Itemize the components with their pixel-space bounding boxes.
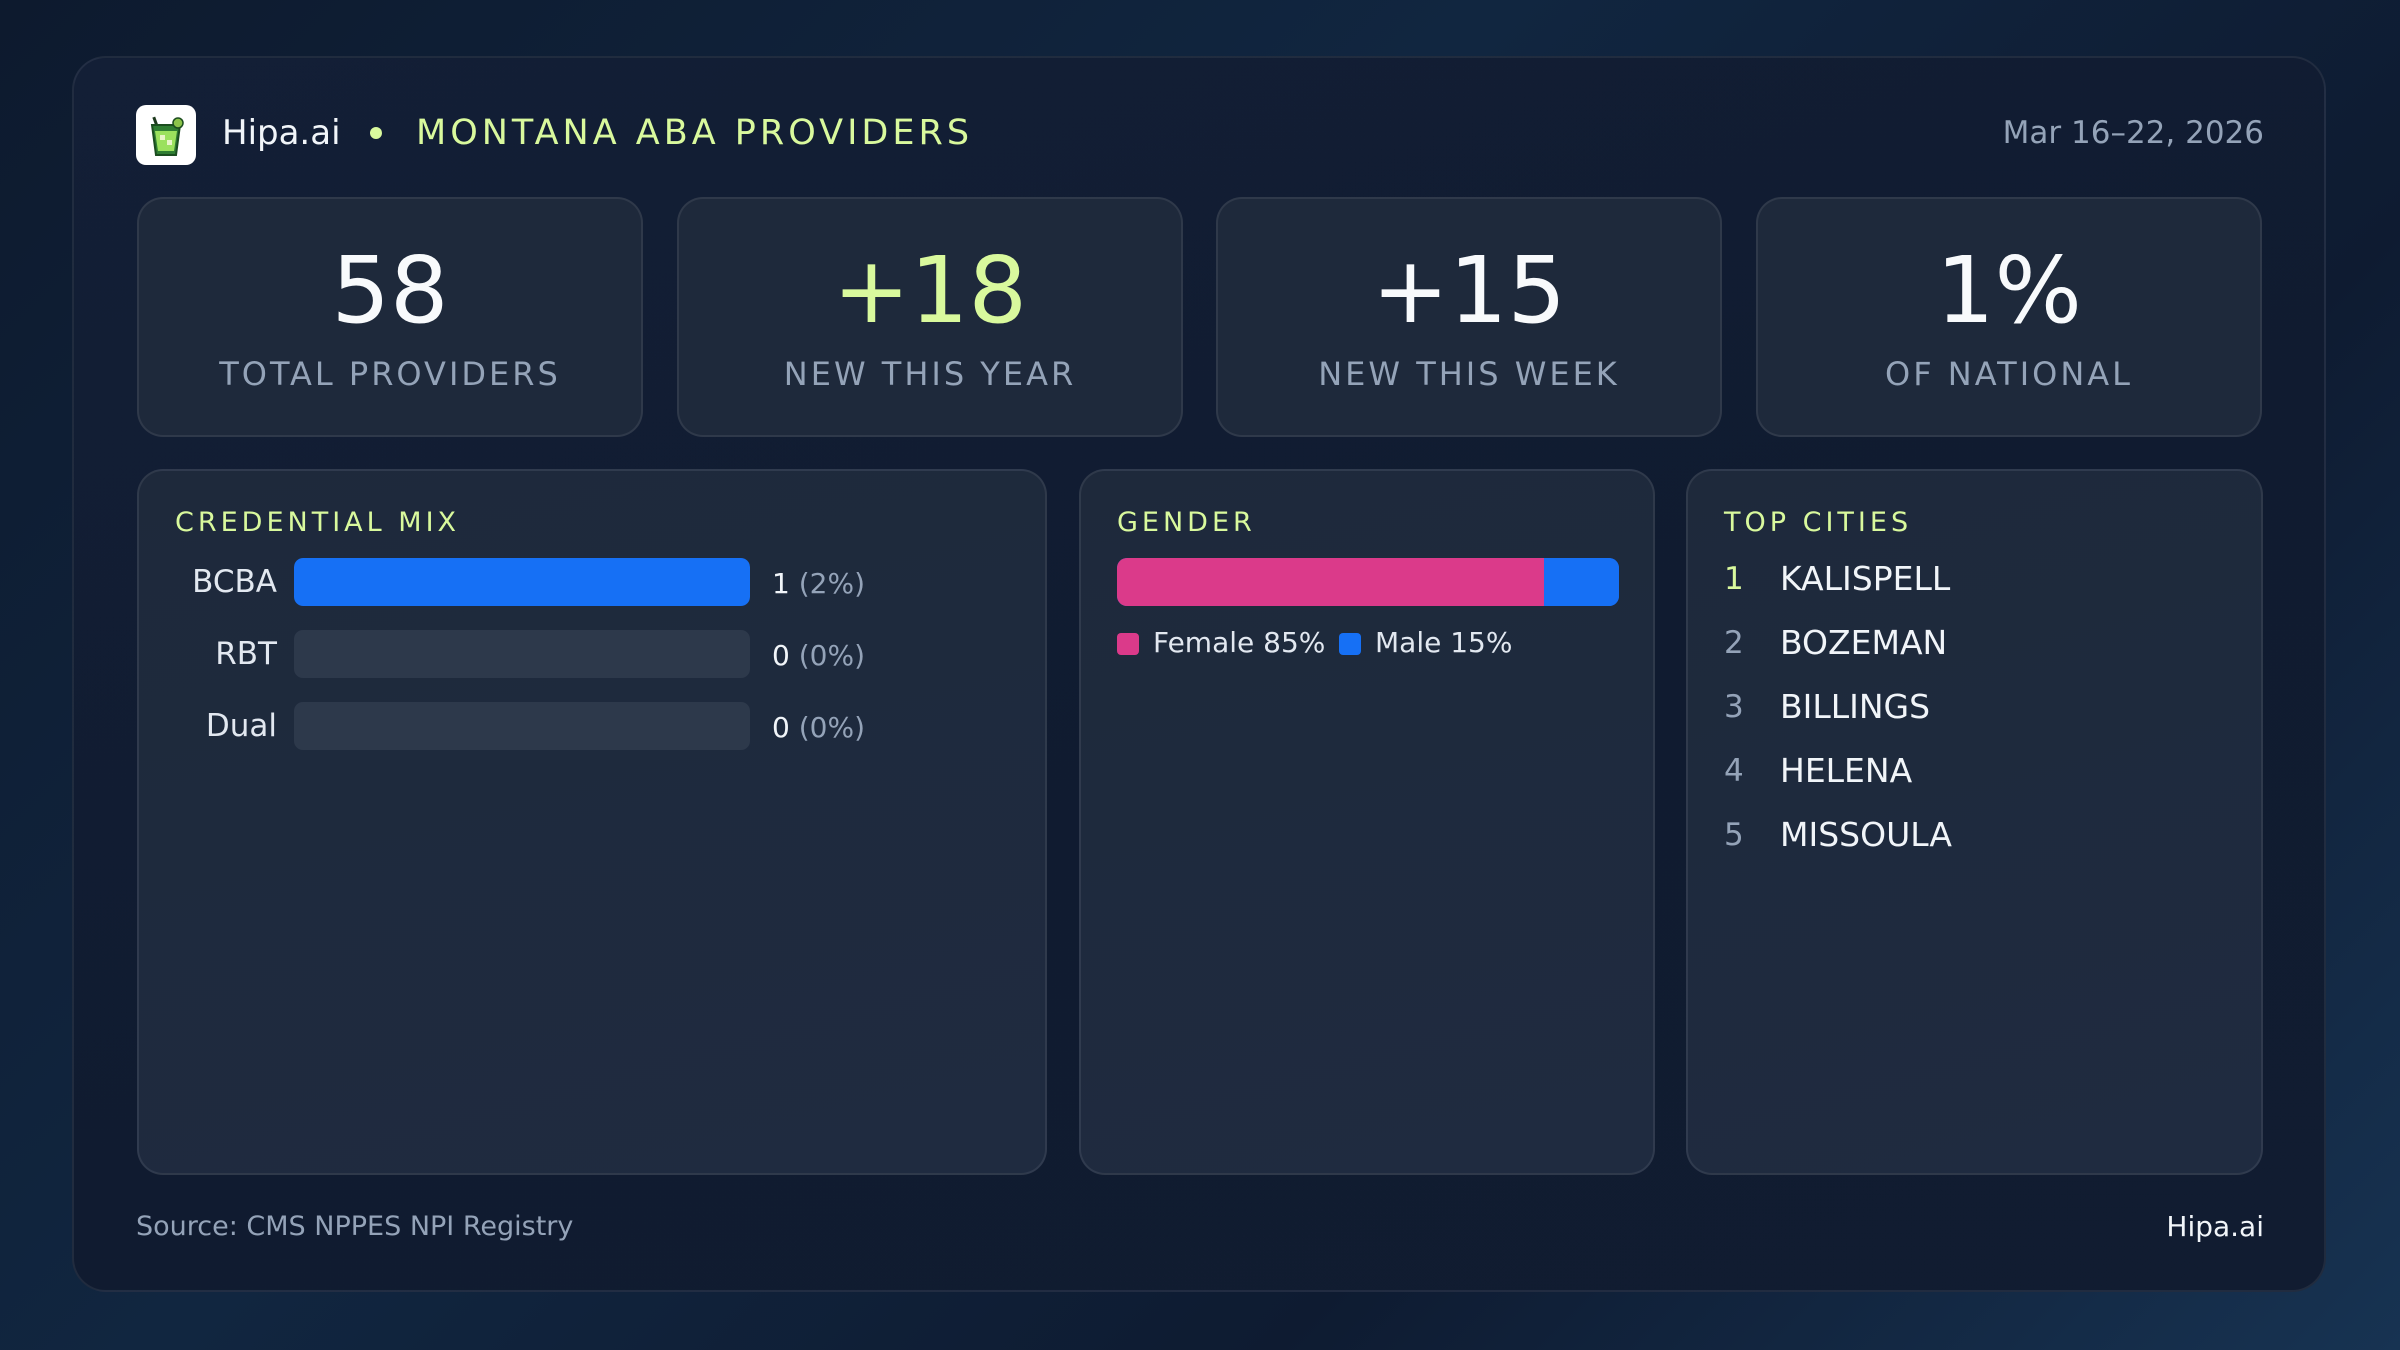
panel-title: GENDER xyxy=(1117,507,1256,538)
legend-swatch-female xyxy=(1117,633,1139,655)
credential-count: 0 xyxy=(772,639,790,672)
city-item: 2 BOZEMAN xyxy=(1724,623,2224,667)
credential-pct: (0%) xyxy=(798,639,866,672)
logo xyxy=(136,105,196,165)
legend-label: Female 85% xyxy=(1153,626,1326,659)
legend-swatch-male xyxy=(1339,633,1361,655)
panel-title: TOP CITIES xyxy=(1724,507,1913,538)
city-item: 1 KALISPELL xyxy=(1724,559,2224,603)
stat-value: +18 xyxy=(832,237,1028,344)
stat-label: NEW THIS YEAR xyxy=(783,355,1077,393)
stat-value: 58 xyxy=(331,237,449,344)
city-rank: 2 xyxy=(1724,625,1744,661)
city-name: BILLINGS xyxy=(1780,687,1931,726)
gender-split-bar xyxy=(1117,558,1619,606)
city-item: 3 BILLINGS xyxy=(1724,687,2224,731)
credential-bar-track xyxy=(294,558,750,606)
stat-label: NEW THIS WEEK xyxy=(1318,355,1620,393)
credential-pct: (0%) xyxy=(798,711,866,744)
stat-card-total-providers: 58 TOTAL PROVIDERS xyxy=(137,197,643,437)
city-rank: 4 xyxy=(1724,753,1744,789)
gender-panel: GENDER Female 85% Male 15% xyxy=(1079,469,1655,1175)
credential-bar-track xyxy=(294,702,750,750)
page-title: MONTANA ABA PROVIDERS xyxy=(416,113,974,153)
date-range: Mar 16–22, 2026 xyxy=(2002,115,2264,151)
credential-pct: (2%) xyxy=(798,567,866,600)
stat-label: TOTAL PROVIDERS xyxy=(219,355,561,393)
stat-label: OF NATIONAL xyxy=(1885,355,2133,393)
credential-count: 0 xyxy=(772,711,790,744)
footer-brand: Hipa.ai xyxy=(2166,1210,2264,1243)
credential-label: Dual xyxy=(205,708,277,744)
credential-row-rbt: RBT 0 (0%) xyxy=(139,630,1045,680)
credential-bar-track xyxy=(294,630,750,678)
panel-title: CREDENTIAL MIX xyxy=(175,507,461,538)
credential-bar-fill xyxy=(294,558,750,606)
credential-value: 1 (2%) xyxy=(772,567,865,600)
gender-bar-female xyxy=(1117,558,1544,606)
stat-card-new-this-year: +18 NEW THIS YEAR xyxy=(677,197,1183,437)
stat-value: 1% xyxy=(1936,237,2082,344)
stat-value: +15 xyxy=(1371,237,1567,344)
city-rank: 1 xyxy=(1724,561,1744,597)
city-name: KALISPELL xyxy=(1780,559,1951,598)
city-name: HELENA xyxy=(1780,751,1913,790)
credential-count: 1 xyxy=(772,567,790,600)
credential-row-bcba: BCBA 1 (2%) xyxy=(139,558,1045,608)
separator-dot xyxy=(370,127,382,139)
stat-card-of-national: 1% OF NATIONAL xyxy=(1756,197,2262,437)
credential-row-dual: Dual 0 (0%) xyxy=(139,702,1045,752)
credential-mix-panel: CREDENTIAL MIX BCBA 1 (2%) RBT 0 (0%) Du… xyxy=(137,469,1047,1175)
credential-label: RBT xyxy=(215,636,277,672)
top-cities-panel: TOP CITIES 1 KALISPELL 2 BOZEMAN 3 BILLI… xyxy=(1686,469,2263,1175)
city-rank: 5 xyxy=(1724,817,1744,853)
legend-label: Male 15% xyxy=(1375,626,1513,659)
header: Hipa.ai MONTANA ABA PROVIDERS Mar 16–22,… xyxy=(136,105,2264,167)
city-name: BOZEMAN xyxy=(1780,623,1948,662)
credential-value: 0 (0%) xyxy=(772,639,865,672)
gender-bar-male xyxy=(1543,558,1619,606)
source-note: Source: CMS NPPES NPI Registry xyxy=(136,1211,574,1242)
city-item: 5 MISSOULA xyxy=(1724,815,2224,859)
drink-cup-icon xyxy=(150,116,184,156)
stat-card-new-this-week: +15 NEW THIS WEEK xyxy=(1216,197,1722,437)
credential-value: 0 (0%) xyxy=(772,711,865,744)
brand-name: Hipa.ai xyxy=(222,113,341,153)
city-name: MISSOULA xyxy=(1780,815,1952,854)
city-item: 4 HELENA xyxy=(1724,751,2224,795)
credential-label: BCBA xyxy=(192,564,277,600)
city-rank: 3 xyxy=(1724,689,1744,725)
